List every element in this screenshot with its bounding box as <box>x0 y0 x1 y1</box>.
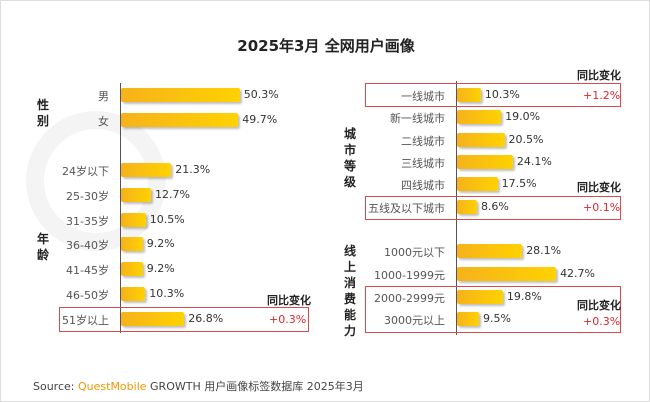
data-label: 10.3% <box>484 88 520 101</box>
highlight-box-age-51plus <box>59 307 309 332</box>
bar <box>457 290 503 304</box>
data-label: 19.8% <box>506 290 542 303</box>
group-label-spending: 线上消费能力 <box>344 244 357 338</box>
data-label: 9.2% <box>146 237 175 250</box>
bar <box>121 287 146 301</box>
bar <box>457 244 523 258</box>
change-header: 同比变化 <box>577 181 621 194</box>
source-prefix: Source: <box>33 380 75 393</box>
data-label: 26.8% <box>188 312 224 325</box>
category-label: 男 <box>98 90 109 103</box>
bar <box>457 133 505 147</box>
data-label: 8.6% <box>480 200 509 213</box>
group-label-age: 年龄 <box>37 232 50 262</box>
data-label: 28.1% <box>526 244 562 257</box>
bar <box>457 177 498 191</box>
page-title: 2025年3月 全网用户画像 <box>237 37 415 55</box>
highlight-box-spending-2000plus <box>365 286 621 333</box>
category-label: 41-45岁 <box>66 264 109 277</box>
data-label: 21.3% <box>175 163 211 176</box>
category-label: 51岁以上 <box>62 314 109 327</box>
category-label: 31-35岁 <box>66 215 109 228</box>
data-label: 20.5% <box>508 133 544 146</box>
source-brand: QuestMobile <box>78 380 147 393</box>
data-label: 12.7% <box>154 188 190 201</box>
bar <box>457 267 557 281</box>
data-label: 17.5% <box>501 177 537 190</box>
bar <box>121 213 146 227</box>
category-label: 25-30岁 <box>66 190 109 203</box>
data-label: 10.5% <box>149 213 185 226</box>
right-axis <box>456 81 457 335</box>
bar <box>457 88 481 102</box>
category-label: 三线城市 <box>401 157 445 170</box>
data-label: 9.2% <box>146 262 175 275</box>
bar <box>121 237 143 251</box>
bar <box>457 312 480 326</box>
bar <box>121 188 151 202</box>
group-label-city-tier: 城市等级 <box>344 127 357 189</box>
category-label: 女 <box>98 115 109 128</box>
bar <box>457 110 502 124</box>
category-label: 二线城市 <box>401 135 445 148</box>
category-label: 四线城市 <box>401 179 445 192</box>
bar <box>121 163 172 177</box>
bar <box>457 200 477 214</box>
category-label: 24岁以下 <box>62 165 109 178</box>
highlight-box-tier5 <box>365 196 621 220</box>
watermark-logo-ring <box>26 111 166 251</box>
category-label: 1000元以下 <box>384 246 445 259</box>
change-value: +1.2% <box>583 89 621 102</box>
category-label: 46-50岁 <box>66 289 109 302</box>
data-label: 19.0% <box>505 110 541 123</box>
category-label: 2000-2999元 <box>374 292 445 305</box>
change-header: 同比变化 <box>577 299 621 312</box>
data-label: 49.7% <box>242 113 278 126</box>
category-label: 新一线城市 <box>390 112 445 125</box>
bar <box>121 262 143 276</box>
category-label: 36-40岁 <box>66 239 109 252</box>
source-text: GROWTH 用户画像标签数据库 2025年3月 <box>150 380 364 393</box>
data-label: 42.7% <box>560 267 596 280</box>
bar <box>457 155 513 169</box>
bar <box>121 88 240 102</box>
data-label: 9.5% <box>483 312 511 325</box>
data-label: 10.3% <box>149 287 185 300</box>
change-value: +0.1% <box>583 201 621 214</box>
left-axis <box>120 83 121 333</box>
change-value: +0.3% <box>269 313 307 326</box>
bar <box>121 312 185 326</box>
bar <box>121 113 239 127</box>
data-label: 24.1% <box>516 155 552 168</box>
category-label: 3000元以上 <box>384 314 445 327</box>
category-label: 一线城市 <box>401 90 445 103</box>
highlight-box-tier1 <box>365 83 621 107</box>
category-label: 1000-1999元 <box>374 269 445 282</box>
change-header: 同比变化 <box>267 294 311 307</box>
source-note: Source: QuestMobile GROWTH 用户画像标签数据库 202… <box>33 378 364 394</box>
change-value: +0.3% <box>583 315 621 328</box>
change-header: 同比变化 <box>577 69 621 82</box>
data-label: 50.3% <box>243 88 279 101</box>
category-label: 五线及以下城市 <box>368 202 445 215</box>
group-label-gender: 性别 <box>37 98 50 128</box>
